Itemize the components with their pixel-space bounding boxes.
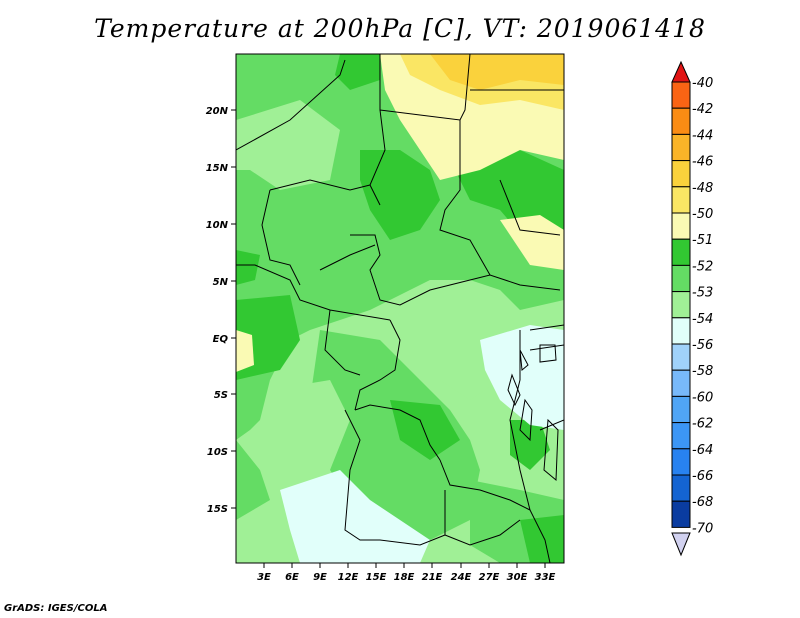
lon-label: 15E [366, 572, 387, 583]
field-region-52-northwest [236, 250, 260, 285]
field-region-52-north [335, 54, 380, 90]
colorbar-segment [671, 212, 691, 240]
colorbar-segment [671, 133, 691, 162]
lon-label: 27E [479, 572, 500, 583]
field-region-51-west [236, 330, 254, 372]
country-borders [236, 54, 564, 563]
lon-axis: 3E 6E 9E 12E 15E 18E 21E 24E 27E 30E 33E [257, 563, 556, 583]
lon-label: 3E [257, 572, 271, 583]
field-region-54-west [236, 100, 340, 190]
lakes [507, 344, 559, 482]
lon-label: 6E [285, 572, 299, 583]
colorbar-segment [671, 317, 691, 345]
lon-label: 33E [535, 572, 556, 583]
lat-label: 10N [206, 220, 229, 231]
credit-label: GrADS: IGES/COLA [4, 603, 108, 614]
colorbar-label: -70 [692, 521, 713, 536]
colorbar-label: -48 [692, 181, 713, 196]
colorbar-label: -56 [692, 338, 713, 353]
lat-label: 15S [207, 504, 228, 515]
lon-label: 9E [313, 572, 327, 583]
field-region-52-sahel [360, 150, 440, 240]
lat-label: 5N [213, 277, 229, 288]
lat-label: 15N [206, 163, 229, 174]
colorbar-label: -62 [692, 417, 713, 432]
field-region-54-southwest [260, 380, 350, 480]
lon-label: 18E [394, 572, 415, 583]
colorbar-segment [671, 448, 691, 476]
colorbar-top-arrow [671, 60, 691, 83]
colorbar-segments [671, 81, 691, 528]
colorbar-segment [671, 160, 691, 188]
field-region-56-east [480, 325, 564, 430]
colorbar-segment [671, 186, 691, 214]
colorbar-segment [671, 81, 691, 109]
field-region-52-southeast [520, 515, 564, 563]
lon-label: 21E [422, 572, 443, 583]
map-frame [235, 53, 565, 564]
colorbar-segment [671, 395, 691, 424]
field-region-51-east [500, 215, 564, 270]
colorbar-label: -51 [692, 233, 713, 248]
colorbar-segment [671, 107, 691, 135]
colorbar-label: -68 [692, 495, 713, 510]
colorbar-segment [671, 422, 691, 450]
colorbar-segment [671, 343, 691, 371]
lon-label: 24E [451, 572, 472, 583]
colorbar-label: -46 [692, 155, 713, 170]
field-region-52-congo [390, 400, 460, 460]
field-region-53-southwest [236, 440, 270, 520]
colorbar-segment [671, 500, 691, 528]
colorbar-segment [671, 369, 691, 397]
colorbar-segment [671, 238, 691, 266]
lon-label: 30E [507, 572, 528, 583]
lon-label: 12E [338, 572, 359, 583]
colorbar-label: -40 [692, 76, 713, 91]
colorbar-label: -52 [692, 259, 713, 274]
lat-label: EQ [213, 334, 229, 345]
colorbar-label: -54 [692, 312, 713, 327]
lat-label: 10S [207, 447, 228, 458]
lat-label: 5S [214, 390, 228, 401]
colorbar-label: -42 [692, 102, 713, 117]
colorbar-label: -64 [692, 443, 713, 458]
lat-axis: 20N 15N 10N 5N EQ 5S 10S 15S [206, 106, 236, 515]
field-region-56-southwest [280, 470, 430, 563]
field-region-48-north [430, 54, 564, 90]
colorbar-label: -50 [692, 207, 713, 222]
field-region-52-lake [510, 420, 550, 470]
chart-title: Temperature at 200hPa [C], VT: 201906141… [94, 14, 706, 43]
colorbar-segment [671, 291, 691, 319]
colorbar-segment [671, 264, 691, 293]
colorbar-label: -58 [692, 364, 713, 379]
colorbar-label: -60 [692, 390, 713, 405]
colorbar-bottom-arrow [671, 532, 691, 557]
colorbar-segment [671, 474, 691, 502]
colorbar-label: -66 [692, 469, 713, 484]
lat-label: 20N [206, 106, 229, 117]
colorbar-label: -53 [692, 286, 713, 301]
colorbar-label: -44 [692, 128, 713, 143]
colorbar-labels: -40 -42 -44 -46 -48 -50 -51 -52 -53 -54 -56 -58 -60 -… [692, 76, 713, 536]
colorbar: -40 -42 -44 -46 -48 -50 -51 -52 -53 -54 -56 -58 -60 -… [671, 60, 713, 557]
temperature-field [236, 54, 564, 563]
